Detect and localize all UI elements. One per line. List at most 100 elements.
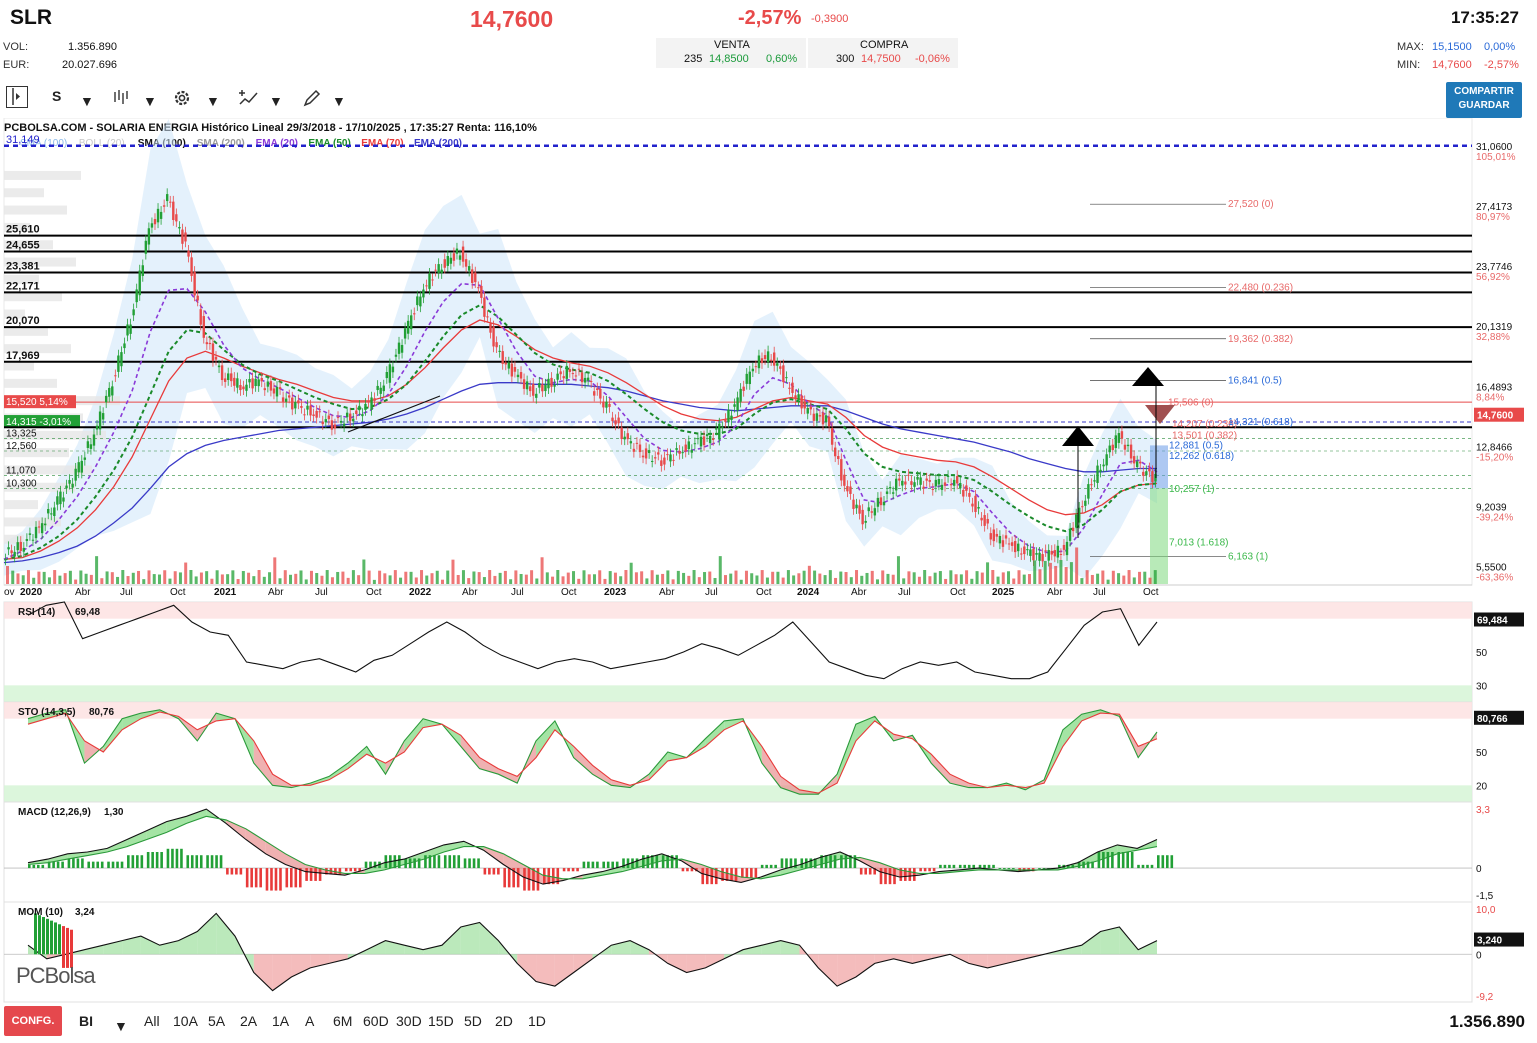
candle-body: [382, 385, 385, 392]
volume-bar: [58, 575, 62, 584]
range-button-1a[interactable]: 1A: [272, 1013, 290, 1029]
volume-bar: [734, 570, 738, 584]
candle-body: [815, 413, 819, 421]
volume-bar: [781, 577, 785, 584]
volume-profile-bar: [4, 500, 38, 510]
eur-label: EUR:: [3, 59, 30, 71]
range-button-10a[interactable]: 10A: [173, 1013, 198, 1029]
volume-profile-bar: [4, 326, 48, 336]
volume-bar: [912, 572, 916, 584]
volume-bar: [1148, 577, 1152, 584]
volume-bar: [1059, 560, 1063, 584]
chart-mode-select[interactable]: BI: [79, 1013, 93, 1029]
settings-chevron-down-icon[interactable]: ▼: [206, 93, 220, 109]
chart-type-chevron-down-icon[interactable]: ▼: [143, 93, 157, 109]
price-chart[interactable]: PCBOLSA.COM - SOLARIA ENERGIA Histórico …: [0, 118, 1537, 1003]
volume-bar: [100, 578, 104, 584]
share-save-button[interactable]: COMPARTIR GUARDAR: [1446, 82, 1522, 118]
range-button-6m[interactable]: 6M: [333, 1013, 353, 1029]
macd-histogram-bar: [166, 848, 170, 869]
range-button-15d[interactable]: 15D: [428, 1013, 454, 1029]
chart-mode-chevron-down-icon[interactable]: ▼: [114, 1018, 128, 1034]
candle-body: [1148, 468, 1151, 472]
candle-body: [413, 313, 416, 315]
macd-histogram-bar: [28, 864, 31, 869]
x-tick-label: 2023: [604, 587, 627, 598]
candle-body: [620, 427, 623, 439]
volume-bar: [482, 577, 486, 584]
draw-tool-chevron-down-icon[interactable]: ▼: [332, 93, 346, 109]
candle-body: [425, 285, 428, 287]
candle-body: [175, 214, 178, 222]
overbought-zone: [4, 602, 1472, 619]
volume-bar: [205, 571, 209, 584]
candle-body: [782, 365, 785, 383]
macd-histogram-bar: [666, 855, 669, 869]
mom-fill: [818, 954, 838, 987]
range-button-60d[interactable]: 60D: [363, 1013, 389, 1029]
volume-bar: [519, 573, 523, 584]
candle-body: [922, 486, 925, 489]
candle-body: [797, 394, 800, 400]
sidebar-toggle-icon[interactable]: [6, 86, 28, 108]
macd-histogram-bar: [393, 855, 397, 869]
y-tick-label: 12,8466: [1476, 442, 1513, 453]
candle-body: [1102, 464, 1105, 467]
candle-body: [1114, 435, 1118, 449]
candle-body: [80, 460, 83, 473]
range-button-2a[interactable]: 2A: [240, 1013, 258, 1029]
sto-fill: [329, 763, 348, 780]
mom-fill: [366, 940, 386, 955]
draw-tool-icon[interactable]: [302, 88, 322, 111]
volume-profile-bar: [4, 205, 67, 215]
candle-body: [443, 259, 446, 268]
indicators-icon[interactable]: [238, 88, 260, 111]
range-button-2d[interactable]: 2D: [495, 1013, 513, 1029]
volume-bar: [598, 570, 602, 584]
period-chevron-down-icon[interactable]: ▼: [80, 93, 94, 109]
volume-bar: [561, 576, 565, 584]
macd-histogram-bar: [413, 858, 416, 869]
mom-title: MOM (10): [18, 907, 63, 918]
candle-body: [135, 289, 138, 303]
indicators-chevron-down-icon[interactable]: ▼: [269, 93, 283, 109]
macd-histogram-bar: [516, 868, 520, 888]
mom-tick: 0: [1476, 950, 1482, 961]
candle-body: [1087, 484, 1090, 499]
range-button-5a[interactable]: 5A: [208, 1013, 226, 1029]
candle-body: [4, 559, 7, 561]
candle-body: [455, 248, 459, 254]
volume-bar: [330, 577, 334, 584]
macd-histogram-bar: [443, 855, 447, 869]
candle-body: [516, 374, 520, 378]
candle-body: [1139, 461, 1142, 464]
period-select[interactable]: S: [52, 88, 62, 104]
indicator-panel: [3, 801, 1473, 903]
volume-bar: [839, 571, 843, 584]
chart-type-icon[interactable]: [112, 89, 130, 108]
range-button-1d[interactable]: 1D: [528, 1013, 546, 1029]
candle-body: [501, 351, 504, 364]
mom-tick: -9,2: [1476, 992, 1494, 1003]
candle-body: [983, 515, 986, 526]
vol-value: 1.356.890: [68, 41, 117, 53]
gear-icon[interactable]: [171, 87, 193, 112]
range-button-5d[interactable]: 5D: [464, 1013, 482, 1029]
macd-fill: [265, 841, 286, 865]
vol-label: VOL:: [3, 41, 29, 53]
config-button[interactable]: CONFG.: [4, 1006, 62, 1036]
macd-line: [27, 808, 1158, 885]
candle-body: [919, 477, 922, 485]
macd-histogram-bar: [373, 861, 377, 869]
range-button-30d[interactable]: 30D: [396, 1013, 422, 1029]
macd-histogram-bar: [210, 855, 214, 869]
macd-fill: [483, 846, 504, 865]
candle-body: [318, 411, 321, 413]
candle-body: [943, 482, 947, 486]
candle-body: [660, 460, 663, 466]
minor-level-label: 13,325: [6, 428, 37, 439]
range-button-a[interactable]: A: [305, 1013, 315, 1029]
range-button-all[interactable]: All: [144, 1013, 160, 1029]
candle-body: [876, 497, 880, 507]
volume-bar: [1080, 578, 1084, 584]
